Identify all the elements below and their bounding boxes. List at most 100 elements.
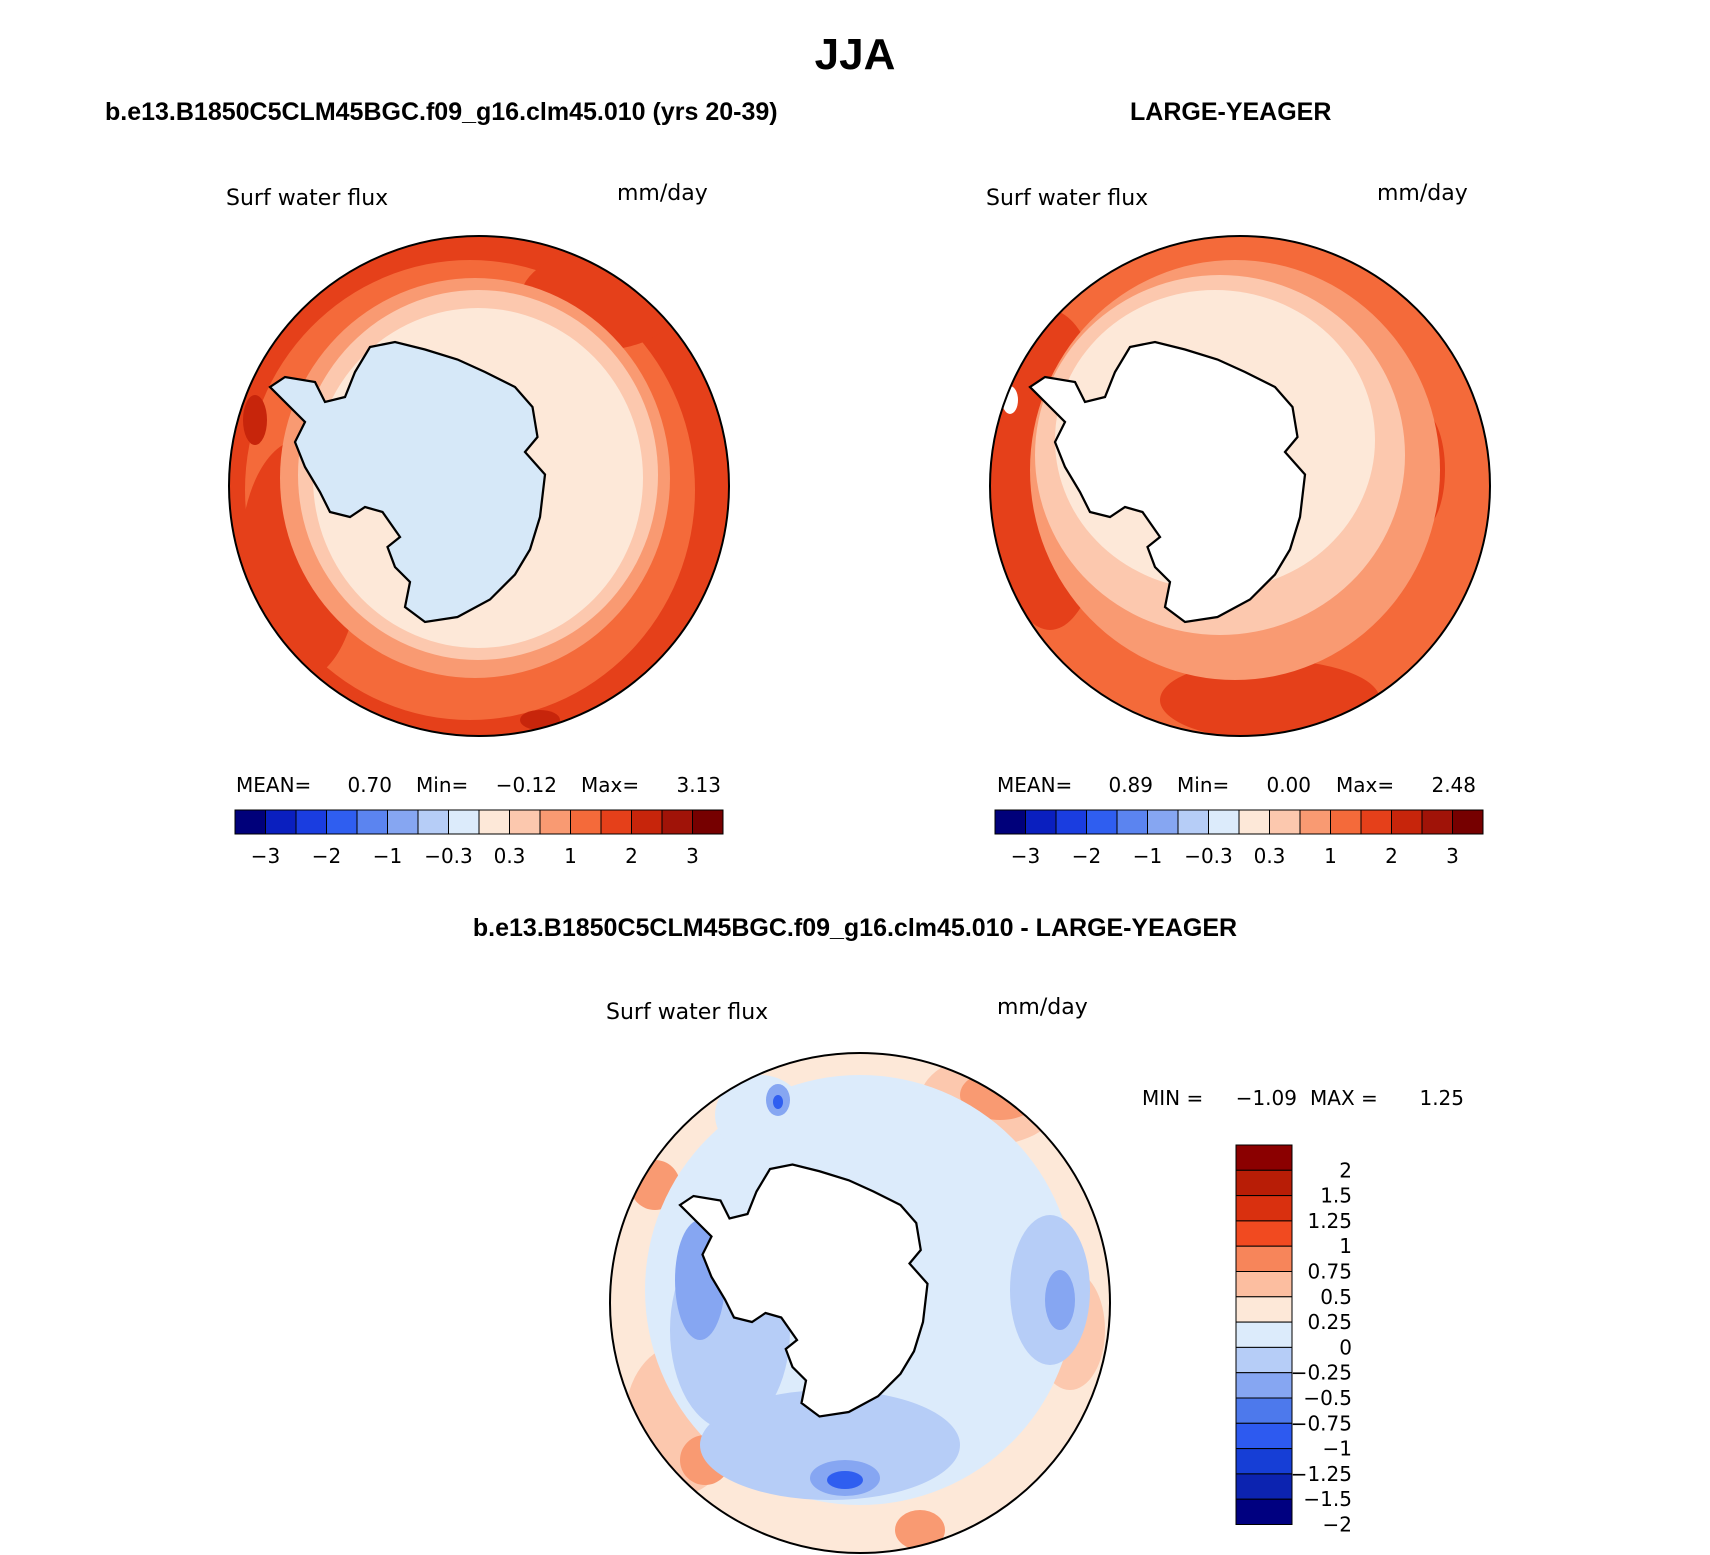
diff-units-label: mm/day (997, 995, 1088, 1020)
obs-colorbar-box (1238, 809, 1270, 835)
case-subtitle: b.e13.B1850C5CLM45BGC.f09_g16.clm45.010 … (105, 98, 778, 126)
diff-max-value: 1.25 (1419, 1086, 1464, 1110)
diff-colorbar-box (1235, 1271, 1293, 1298)
obs-variable-label: Surf water flux (986, 186, 1148, 211)
case-colorbar-box (661, 809, 693, 835)
obs-panel: Surf water flux mm/day MEAN= 0.89 Min= 0… (986, 181, 1491, 868)
obs-colorbar-box (1025, 809, 1057, 835)
obs-stats: MEAN= 0.89 Min= 0.00 Max= 2.48 (997, 773, 1476, 797)
obs-colorbar-box (1330, 809, 1362, 835)
obs-min-label: Min= (1177, 773, 1229, 797)
diff-colorbar-box (1235, 1321, 1293, 1348)
diff-subtitle: b.e13.B1850C5CLM45BGC.f09_g16.clm45.010 … (472, 914, 1238, 942)
obs-colorbar-box (1452, 809, 1484, 835)
diff-colorbar: 21.51.2510.750.50.250−0.25−0.5−0.75−1−1.… (1235, 1144, 1352, 1537)
case-colorbar-tick-label: 0.3 (494, 844, 526, 868)
diff-colorbar-tick-label: −0.75 (1291, 1411, 1352, 1435)
diff-colorbar-box (1235, 1498, 1293, 1525)
diff-colorbar-tick-label: −1.5 (1303, 1487, 1352, 1511)
case-map (229, 236, 729, 736)
case-colorbar-tick-label: 3 (686, 844, 699, 868)
obs-colorbar-box (1269, 809, 1301, 835)
diff-variable-label: Surf water flux (606, 1000, 768, 1025)
diff-colorbar-box (1235, 1296, 1293, 1323)
case-colorbar-box (295, 809, 327, 835)
case-panel: Surf water flux mm/day MEAN= 0.70 Min= −… (226, 181, 730, 868)
diff-colorbar-tick-label: 0.25 (1307, 1310, 1352, 1334)
case-colorbar-box (692, 809, 724, 835)
diff-colorbar-tick-label: −2 (1323, 1513, 1352, 1537)
diff-colorbar-tick-label: 0.75 (1307, 1260, 1352, 1284)
diff-colorbar-tick-label: 1.5 (1320, 1184, 1352, 1208)
case-colorbar-box (387, 809, 419, 835)
obs-colorbar-tick-label: 0.3 (1254, 844, 1286, 868)
case-colorbar-box (570, 809, 602, 835)
diff-colorbar-box (1235, 1397, 1293, 1424)
case-units-label: mm/day (617, 181, 708, 206)
case-colorbar-box (631, 809, 663, 835)
case-stats: MEAN= 0.70 Min= −0.12 Max= 3.13 (236, 773, 721, 797)
diff-colorbar-tick-label: 1.25 (1307, 1209, 1352, 1233)
case-colorbar-box (326, 809, 358, 835)
diff-colorbar-tick-label: 0.5 (1320, 1285, 1352, 1309)
obs-mean-value: 0.89 (1108, 773, 1153, 797)
diff-map (610, 1053, 1110, 1553)
case-mean-value: 0.70 (347, 773, 392, 797)
case-map-border (228, 235, 730, 737)
diff-colorbar-box (1235, 1473, 1293, 1500)
obs-colorbar-box (1421, 809, 1453, 835)
obs-colorbar-box (1360, 809, 1392, 835)
obs-colorbar-box (1116, 809, 1148, 835)
obs-colorbar-box (994, 809, 1026, 835)
diff-colorbar-tick-label: 2 (1339, 1158, 1352, 1182)
case-mean-label: MEAN= (236, 773, 311, 797)
figure-title: JJA (814, 30, 896, 79)
case-min-label: Min= (416, 773, 468, 797)
diff-colorbar-box (1235, 1195, 1293, 1222)
diff-map-border (609, 1052, 1111, 1554)
case-colorbar-box (265, 809, 297, 835)
case-colorbar-box (478, 809, 510, 835)
obs-colorbar-tick-label: 3 (1446, 844, 1459, 868)
obs-colorbar-box (1055, 809, 1087, 835)
diff-colorbar-box (1235, 1372, 1293, 1399)
obs-map (990, 236, 1490, 736)
diff-colorbar-tick-label: 1 (1339, 1234, 1352, 1258)
diff-stats: MIN = −1.09 MAX = 1.25 (1142, 1086, 1464, 1110)
diff-colorbar-box (1235, 1169, 1293, 1197)
obs-colorbar-tick-label: −1 (1133, 844, 1162, 868)
diff-colorbar-tick-label: −1 (1323, 1437, 1352, 1461)
case-max-value: 3.13 (676, 773, 721, 797)
obs-colorbar-box (1177, 809, 1209, 835)
obs-colorbar-box (1299, 809, 1331, 835)
case-colorbar-box (356, 809, 388, 835)
diff-colorbar-tick-label: 0 (1339, 1335, 1352, 1359)
diff-colorbar-box (1235, 1245, 1293, 1272)
diff-colorbar-box (1235, 1422, 1293, 1450)
diff-min-value: −1.09 (1236, 1086, 1297, 1110)
diff-colorbar-tick-label: −0.25 (1291, 1361, 1352, 1385)
case-colorbar-box (509, 809, 541, 835)
case-colorbar-box (448, 809, 480, 835)
case-colorbar-tick-label: 1 (564, 844, 577, 868)
obs-colorbar-box (1391, 809, 1423, 835)
obs-colorbar-box (1086, 809, 1118, 835)
diff-colorbar-box (1235, 1346, 1293, 1374)
obs-max-value: 2.48 (1431, 773, 1476, 797)
obs-units-label: mm/day (1377, 181, 1468, 206)
obs-subtitle: LARGE-YEAGER (1130, 98, 1332, 126)
diff-panel: Surf water flux mm/day MIN = (606, 995, 1464, 1554)
case-colorbar-tick-label: −0.3 (424, 844, 473, 868)
obs-colorbar-tick-label: −3 (1011, 844, 1040, 868)
case-colorbar-tick-label: −1 (373, 844, 402, 868)
case-colorbar-box (539, 809, 571, 835)
diff-colorbar-box (1235, 1144, 1293, 1171)
case-max-label: Max= (581, 773, 639, 797)
obs-colorbar-tick-label: 2 (1385, 844, 1398, 868)
case-colorbar-tick-label: −2 (312, 844, 341, 868)
case-colorbar: −3 −2 −1 −0.3 0.3 1 2 3 (234, 809, 724, 868)
obs-colorbar-tick-label: 1 (1324, 844, 1337, 868)
case-min-value: −0.12 (496, 773, 557, 797)
case-colorbar-tick-label: 2 (625, 844, 638, 868)
